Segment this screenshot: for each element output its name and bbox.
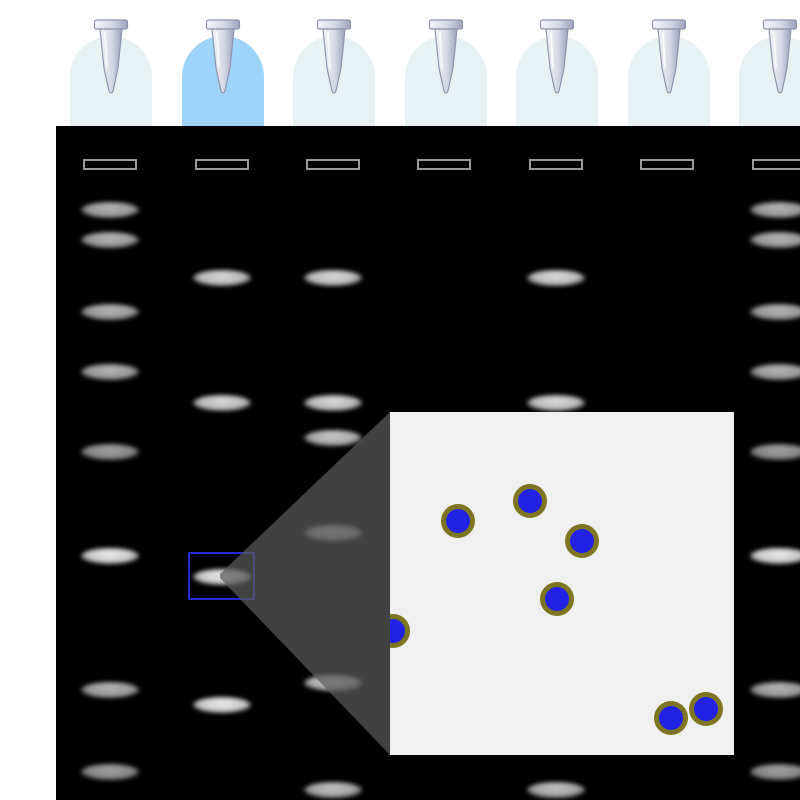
gel-band — [304, 395, 362, 411]
gel-band — [750, 764, 800, 780]
dna-particle — [441, 504, 475, 538]
dna-particle — [513, 484, 547, 518]
microcentrifuge-tube-icon — [316, 19, 352, 94]
gel-band — [304, 675, 362, 691]
gel-well-7 — [752, 159, 800, 170]
gel-band — [750, 548, 800, 564]
dna-particle — [540, 582, 574, 616]
gel-band — [304, 430, 362, 446]
tube-slot-7[interactable] — [739, 19, 800, 126]
microcentrifuge-tube-icon — [205, 19, 241, 94]
gel-well-4 — [417, 159, 471, 170]
gel-band — [750, 444, 800, 460]
microcentrifuge-tube-icon — [651, 19, 687, 94]
gel-band — [81, 682, 139, 698]
tube-slot-5[interactable] — [516, 19, 598, 126]
gel-well-1 — [83, 159, 137, 170]
microcentrifuge-tube-icon — [762, 19, 798, 94]
tube-slot-1[interactable] — [70, 19, 152, 126]
dna-particle — [654, 701, 688, 735]
gel-band — [81, 548, 139, 564]
tube-slot-6[interactable] — [628, 19, 710, 126]
tube-slot-4[interactable] — [405, 19, 487, 126]
gel-well-2 — [195, 159, 249, 170]
gel-band — [527, 782, 585, 798]
gel-band — [527, 395, 585, 411]
dna-particle — [689, 692, 723, 726]
microcentrifuge-tube-icon — [428, 19, 464, 94]
gel-well-5 — [529, 159, 583, 170]
gel-band — [527, 270, 585, 286]
gel-band — [750, 232, 800, 248]
gel-band — [81, 364, 139, 380]
tube-slot-3[interactable] — [293, 19, 375, 126]
gel-band — [750, 682, 800, 698]
dna-particle — [390, 614, 410, 648]
gel-band — [81, 202, 139, 218]
microcentrifuge-tube-icon — [93, 19, 129, 94]
gel-band — [81, 304, 139, 320]
gel-band — [304, 782, 362, 798]
sample-tube-row — [0, 0, 800, 126]
zoom-magnifier-panel — [390, 412, 734, 755]
dna-particle — [565, 524, 599, 558]
zoom-selection-box[interactable] — [188, 552, 255, 600]
gel-band — [81, 444, 139, 460]
gel-band — [81, 232, 139, 248]
gel-band — [193, 395, 251, 411]
tube-slot-2[interactable] — [182, 19, 264, 126]
gel-band — [750, 304, 800, 320]
gel-band — [304, 270, 362, 286]
gel-band — [81, 764, 139, 780]
gel-band — [193, 270, 251, 286]
gel-band — [750, 364, 800, 380]
gel-well-3 — [306, 159, 360, 170]
gel-band — [304, 525, 362, 541]
gel-band — [193, 697, 251, 713]
gel-band — [750, 202, 800, 218]
gel-well-6 — [640, 159, 694, 170]
microcentrifuge-tube-icon — [539, 19, 575, 94]
